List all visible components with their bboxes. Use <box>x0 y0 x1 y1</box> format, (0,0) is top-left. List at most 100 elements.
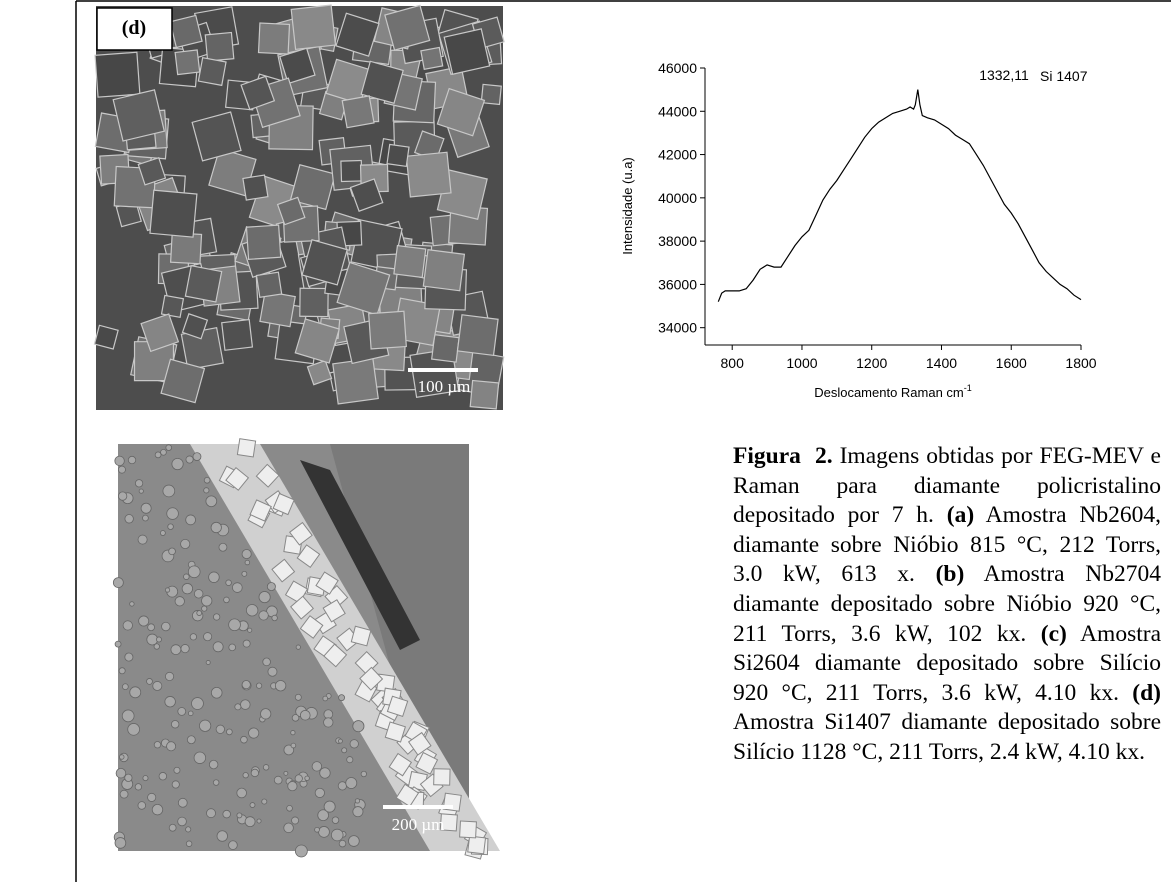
y-tick-label: 34000 <box>658 320 697 336</box>
y-tick-label: 46000 <box>658 60 697 76</box>
grain <box>160 531 165 536</box>
grain <box>165 672 173 680</box>
grain <box>257 819 261 823</box>
facet <box>468 836 486 854</box>
grain <box>197 611 202 616</box>
caption-run: (c) <box>1041 621 1067 647</box>
caption-run: (d) <box>1132 680 1161 706</box>
grain <box>113 578 123 588</box>
caption-run: (b) <box>936 561 965 587</box>
grain <box>125 515 134 524</box>
grain <box>128 456 135 463</box>
x-tick-label: 1400 <box>926 355 957 371</box>
grain <box>347 757 353 763</box>
grain <box>165 588 169 592</box>
grain <box>211 522 221 532</box>
grain <box>324 801 335 812</box>
grain <box>128 723 140 735</box>
grain <box>184 574 190 580</box>
grain <box>229 644 236 651</box>
grain <box>192 698 204 710</box>
grain <box>206 660 210 664</box>
sample-annotation: Si 1407 <box>1040 68 1088 84</box>
grain <box>199 720 210 731</box>
grain <box>319 826 330 837</box>
crystal <box>394 246 426 278</box>
grain <box>152 804 163 815</box>
grain <box>226 729 232 735</box>
grain <box>353 721 364 732</box>
grain <box>243 640 250 647</box>
grain <box>240 700 250 710</box>
grain <box>237 813 242 818</box>
grain <box>202 606 207 611</box>
grain <box>361 771 366 776</box>
grain <box>332 817 339 824</box>
grain <box>353 807 363 817</box>
grain <box>178 798 187 807</box>
grain <box>148 624 155 631</box>
grain <box>174 767 180 773</box>
grain <box>130 602 134 606</box>
crystal <box>457 315 498 356</box>
grain <box>188 566 200 578</box>
grain <box>202 596 212 606</box>
grain <box>287 805 293 811</box>
grain <box>175 597 184 606</box>
crystal <box>342 96 374 128</box>
crystal <box>222 320 253 351</box>
scale-label: 100 µm <box>418 377 471 396</box>
grain <box>268 667 277 676</box>
grain <box>259 591 270 602</box>
crystal <box>198 58 226 86</box>
grain <box>204 633 212 641</box>
grain <box>256 683 261 688</box>
crystal <box>470 381 498 409</box>
grain <box>350 740 358 748</box>
grain <box>291 730 295 734</box>
grain <box>209 572 220 583</box>
grain <box>186 841 192 847</box>
grain <box>223 810 231 818</box>
grain <box>216 725 224 733</box>
grain <box>249 728 259 738</box>
peak-annotation: 1332,11 <box>979 67 1029 83</box>
crystal <box>333 358 378 403</box>
crystal <box>259 23 290 54</box>
grain <box>339 840 346 847</box>
grain <box>147 678 153 684</box>
grain <box>194 752 206 764</box>
grain <box>339 695 345 701</box>
grain <box>342 748 347 753</box>
crystal <box>170 15 202 47</box>
grain <box>323 696 328 701</box>
crystal <box>171 233 202 264</box>
grain <box>163 485 175 497</box>
grain <box>242 680 250 688</box>
grain <box>209 760 218 769</box>
sem-image-d <box>94 5 504 410</box>
grain <box>338 739 342 743</box>
grain <box>224 597 230 603</box>
grain <box>171 720 179 728</box>
grain <box>245 560 250 565</box>
grain <box>288 781 297 790</box>
grain <box>229 619 241 631</box>
y-tick-label: 44000 <box>658 103 697 119</box>
grain <box>118 466 125 473</box>
grain <box>245 817 255 827</box>
crystal <box>113 90 164 141</box>
grain <box>204 488 209 493</box>
y-axis-label: Intensidade (u.a) <box>620 157 635 255</box>
crystal <box>185 266 221 302</box>
grain <box>171 645 181 655</box>
grain <box>162 622 171 631</box>
crystal <box>95 52 140 97</box>
grain <box>169 548 176 555</box>
grain <box>155 452 161 458</box>
grain <box>172 458 183 469</box>
facet <box>237 439 255 457</box>
crystal <box>300 288 328 316</box>
grain <box>115 838 126 849</box>
grain <box>262 799 267 804</box>
